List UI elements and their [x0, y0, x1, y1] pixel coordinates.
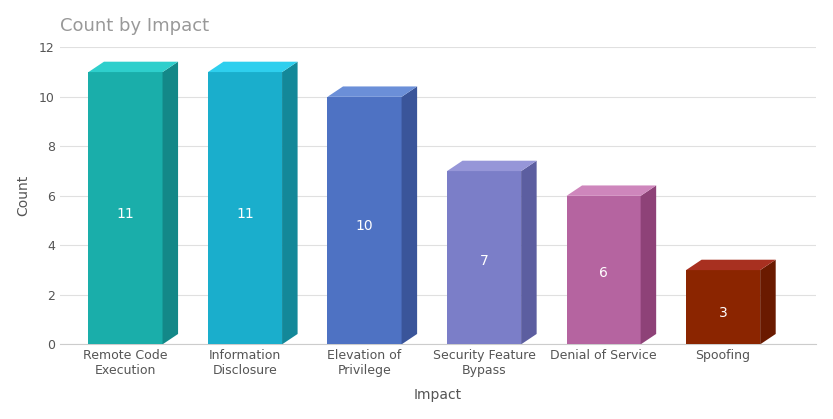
Polygon shape	[521, 161, 536, 344]
Polygon shape	[447, 161, 536, 171]
Polygon shape	[327, 97, 402, 344]
Polygon shape	[761, 260, 776, 344]
Text: 10: 10	[356, 219, 373, 233]
Polygon shape	[566, 196, 641, 344]
Text: 11: 11	[236, 207, 254, 221]
Text: 7: 7	[480, 254, 488, 268]
Polygon shape	[88, 62, 178, 72]
Polygon shape	[88, 72, 162, 344]
Polygon shape	[282, 62, 297, 344]
Polygon shape	[402, 86, 417, 344]
Polygon shape	[208, 72, 282, 344]
Polygon shape	[162, 62, 178, 344]
Text: Count by Impact: Count by Impact	[60, 17, 209, 35]
Polygon shape	[686, 260, 776, 270]
Polygon shape	[447, 171, 521, 344]
Text: 11: 11	[117, 207, 134, 221]
Polygon shape	[208, 62, 297, 72]
Text: 6: 6	[599, 266, 608, 280]
Polygon shape	[686, 270, 761, 344]
Polygon shape	[327, 86, 417, 97]
Y-axis label: Count: Count	[17, 175, 31, 217]
Polygon shape	[566, 186, 656, 196]
Polygon shape	[641, 186, 656, 344]
Text: 3: 3	[719, 306, 727, 320]
X-axis label: Impact: Impact	[414, 388, 462, 402]
